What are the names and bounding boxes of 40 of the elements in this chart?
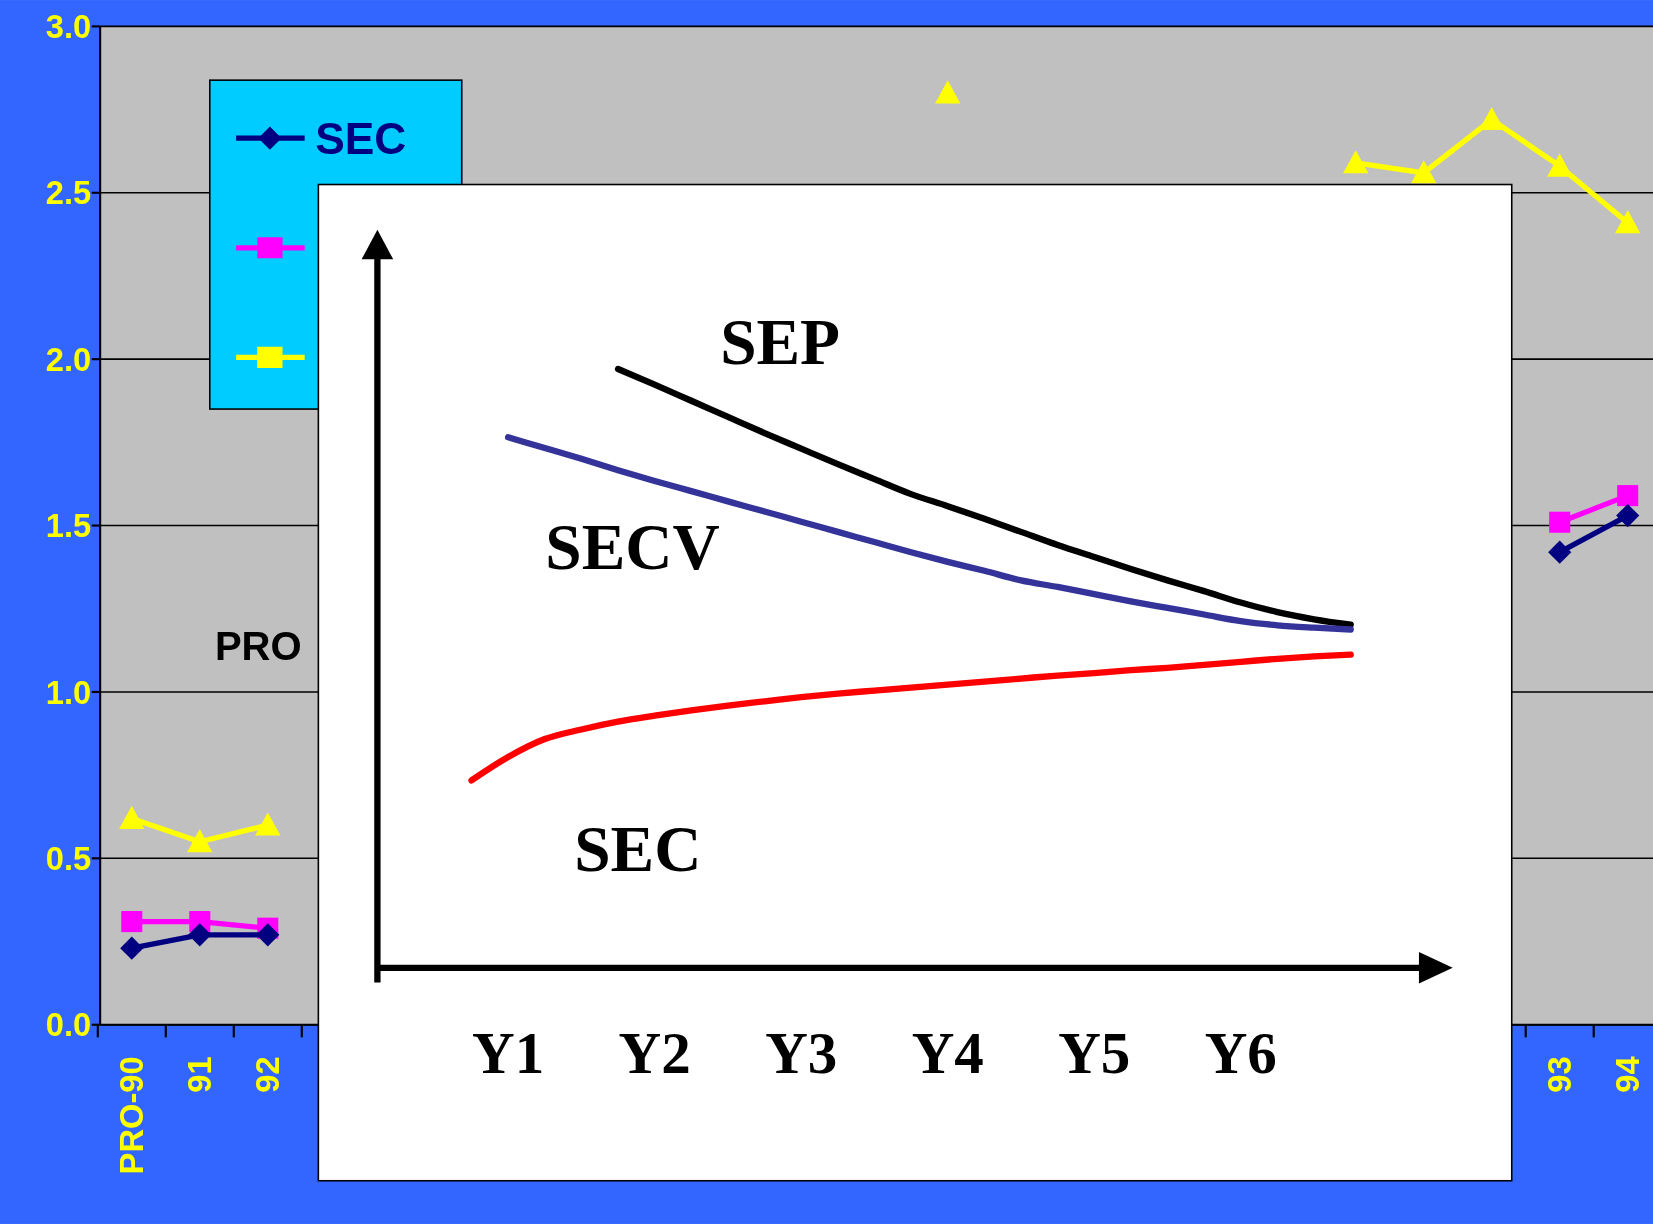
y-tick-label: 1.5 bbox=[45, 507, 92, 545]
y-tick-label: 3.0 bbox=[45, 7, 92, 45]
legend-label: SEC bbox=[315, 113, 407, 163]
point bbox=[1548, 540, 1572, 564]
x-tick-label: Y2 bbox=[618, 1020, 691, 1087]
point bbox=[255, 812, 281, 836]
x-tick-label: PRO-90 bbox=[113, 1056, 151, 1175]
x-tick-label: Y1 bbox=[472, 1020, 545, 1087]
y-tick-label: 1.0 bbox=[45, 673, 92, 711]
y-tick-label: 2.5 bbox=[45, 174, 92, 212]
x-tick-label: 92 bbox=[249, 1056, 287, 1093]
point bbox=[188, 923, 212, 947]
annotation: PRO bbox=[214, 623, 302, 668]
point bbox=[1411, 160, 1437, 184]
y-tick-label: 2.0 bbox=[45, 340, 92, 378]
point bbox=[935, 80, 961, 104]
y-tick-label: 0.5 bbox=[45, 839, 92, 877]
x-tick-label: Y4 bbox=[911, 1020, 984, 1087]
point bbox=[120, 936, 144, 960]
point bbox=[256, 923, 280, 947]
y-tick-label: 0.0 bbox=[45, 1006, 92, 1044]
point bbox=[1615, 210, 1641, 234]
point bbox=[121, 911, 143, 933]
point bbox=[187, 829, 213, 853]
point bbox=[1479, 106, 1505, 131]
x-tick-label: Y3 bbox=[765, 1020, 838, 1087]
point bbox=[1547, 153, 1573, 177]
point bbox=[1549, 511, 1571, 533]
series-label: SEP bbox=[720, 305, 841, 378]
x-tick-label: 91 bbox=[181, 1056, 219, 1093]
series-label: SEC bbox=[574, 812, 702, 885]
point bbox=[1343, 150, 1369, 174]
x-tick-label: 94 bbox=[1609, 1056, 1647, 1093]
series-label: SECV bbox=[545, 511, 720, 584]
point bbox=[1616, 503, 1640, 528]
point bbox=[1617, 485, 1639, 507]
x-tick-label: Y6 bbox=[1204, 1020, 1277, 1087]
x-tick-label: Y5 bbox=[1058, 1020, 1131, 1087]
point bbox=[119, 805, 145, 829]
x-tick-label: 93 bbox=[1541, 1056, 1579, 1093]
